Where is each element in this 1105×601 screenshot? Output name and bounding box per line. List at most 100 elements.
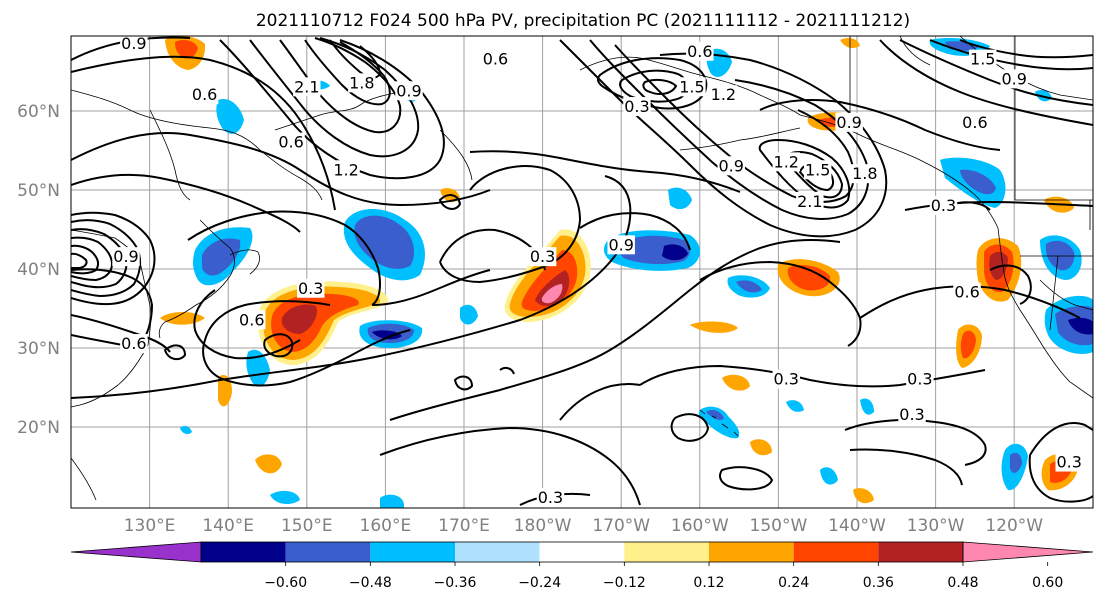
contour-label-background	[953, 282, 981, 302]
contour-label: 0.3	[774, 370, 799, 389]
contour-label-background	[190, 85, 219, 105]
contour-label: 1.8	[349, 73, 374, 92]
contour-label: 1.5	[970, 50, 995, 69]
contour-label-background	[293, 77, 321, 97]
precip-negative-region	[860, 398, 874, 415]
contour-label-background	[709, 85, 738, 105]
colorbar-swatch	[539, 542, 625, 562]
precip-negative-region	[1045, 240, 1075, 271]
contour-label-background	[772, 369, 800, 389]
contour-label: 0.9	[608, 235, 633, 254]
pv-contours	[71, 36, 1093, 506]
contour-label: 0.9	[396, 81, 421, 100]
contour-label-background	[332, 160, 360, 180]
contour-label: 0.3	[624, 97, 649, 116]
longitude-labels: 130°E 140°E 150°E 160°E 170°E 180°W 170°W 160°W…	[124, 516, 1044, 536]
contour-label-background	[238, 310, 266, 330]
contour-label: 0.6	[121, 334, 146, 353]
precip-positive-region	[960, 330, 976, 359]
colorbar-swatch	[201, 542, 286, 562]
contour-labels: 0.9 0.6 0.6 2.1 1.8 0.9 1.2 0.6 0.6 1.5 1.2 0.3 0.9 1…	[112, 36, 1083, 508]
colorbar-swatch	[878, 542, 963, 562]
contour-label: 0.9	[719, 156, 744, 175]
colorbar-tick-label: 0.60	[1032, 575, 1063, 591]
contour-label: 1.5	[805, 160, 830, 179]
precip-negative-region	[662, 244, 688, 261]
contour-label: 0.6	[954, 283, 979, 302]
contour-label-background	[835, 112, 863, 132]
contour-label-background	[851, 164, 879, 184]
longitude-label: 150°E	[281, 516, 333, 536]
contour-label-background	[772, 152, 800, 172]
contour-label-background	[969, 49, 997, 69]
colorbar-tick-label: −0.24	[518, 575, 561, 591]
precip-negative-region	[786, 400, 804, 412]
contour-label-background	[961, 112, 989, 132]
latitude-label: 40°N	[17, 260, 60, 280]
colorbar-tick-label: −0.36	[434, 575, 477, 591]
contour-label-background	[395, 81, 423, 101]
colorbar-min-extension	[70, 541, 202, 563]
contour-label-background	[528, 247, 557, 267]
colorbar-tick-label: −0.12	[603, 575, 646, 591]
contour-label-background	[536, 488, 565, 508]
contour-label-background	[1000, 69, 1028, 89]
contour-label-background	[686, 41, 714, 61]
latitude-labels: 60°N 50°N 40°N 30°N 20°N	[17, 102, 60, 438]
precip-positive-region	[255, 454, 282, 474]
latitude-label: 60°N	[17, 102, 60, 122]
longitude-label: 120°W	[985, 516, 1043, 536]
contour-label-background	[678, 77, 706, 97]
precip-negative-region	[180, 425, 192, 435]
colorbar-tick-label: −0.48	[349, 575, 392, 591]
contour-label: 0.3	[907, 370, 932, 389]
longitude-label: 170°E	[438, 516, 490, 536]
contour-label: 1.2	[774, 152, 799, 171]
contour-label: 0.9	[1001, 69, 1026, 88]
contour-label: 0.6	[192, 85, 217, 104]
precip-negative-region	[202, 238, 241, 276]
precip-negative-region	[1068, 317, 1093, 335]
precip-negative-region	[960, 169, 996, 195]
contour-label: 0.9	[113, 247, 138, 266]
colorbar-swatch	[285, 542, 371, 562]
precip-negative-region	[216, 98, 244, 134]
contour-label-background	[623, 97, 651, 117]
precip-negative-region	[460, 304, 478, 325]
precip-negative-region	[1010, 452, 1022, 473]
precip-negative-region	[372, 330, 402, 340]
colorbar-swatch	[370, 542, 455, 562]
contour-label-background	[348, 73, 376, 93]
longitude-label: 140°W	[828, 516, 886, 536]
colorbar-tick-label: 0.48	[947, 575, 978, 591]
contour-label-background	[297, 278, 325, 298]
colorbar-swatch	[455, 542, 540, 562]
contour-label-background	[481, 49, 510, 69]
contour-label: 0.6	[687, 42, 712, 61]
contour-label-background	[929, 195, 958, 215]
precip-positive-region	[787, 264, 831, 291]
colorbar-max-extension	[962, 541, 1094, 563]
contour-label: 0.3	[530, 247, 555, 266]
precip-negative-region	[270, 490, 300, 505]
contour-label-background	[277, 132, 305, 152]
longitude-label: 130°E	[124, 516, 176, 536]
latitude-label: 30°N	[17, 339, 60, 359]
colorbar-tick-label: 0.12	[693, 575, 724, 591]
precip-positive-region	[218, 374, 232, 407]
precip-positive-region	[281, 304, 318, 334]
precip-negative-region	[354, 215, 415, 269]
precip-positive-region	[541, 284, 563, 304]
precip-positive-region	[175, 40, 198, 59]
contour-label: 0.9	[836, 113, 861, 132]
contour-label: 0.3	[931, 196, 956, 215]
map-frame	[70, 35, 1094, 509]
contour-label: 0.6	[278, 133, 303, 152]
contour-label-background	[607, 235, 635, 255]
longitude-label: 160°E	[360, 516, 412, 536]
colorbar-swatch	[793, 542, 879, 562]
colorbar-tick-label: 0.24	[778, 575, 809, 591]
longitude-label: 130°W	[907, 516, 965, 536]
contour-label-background	[717, 156, 745, 176]
